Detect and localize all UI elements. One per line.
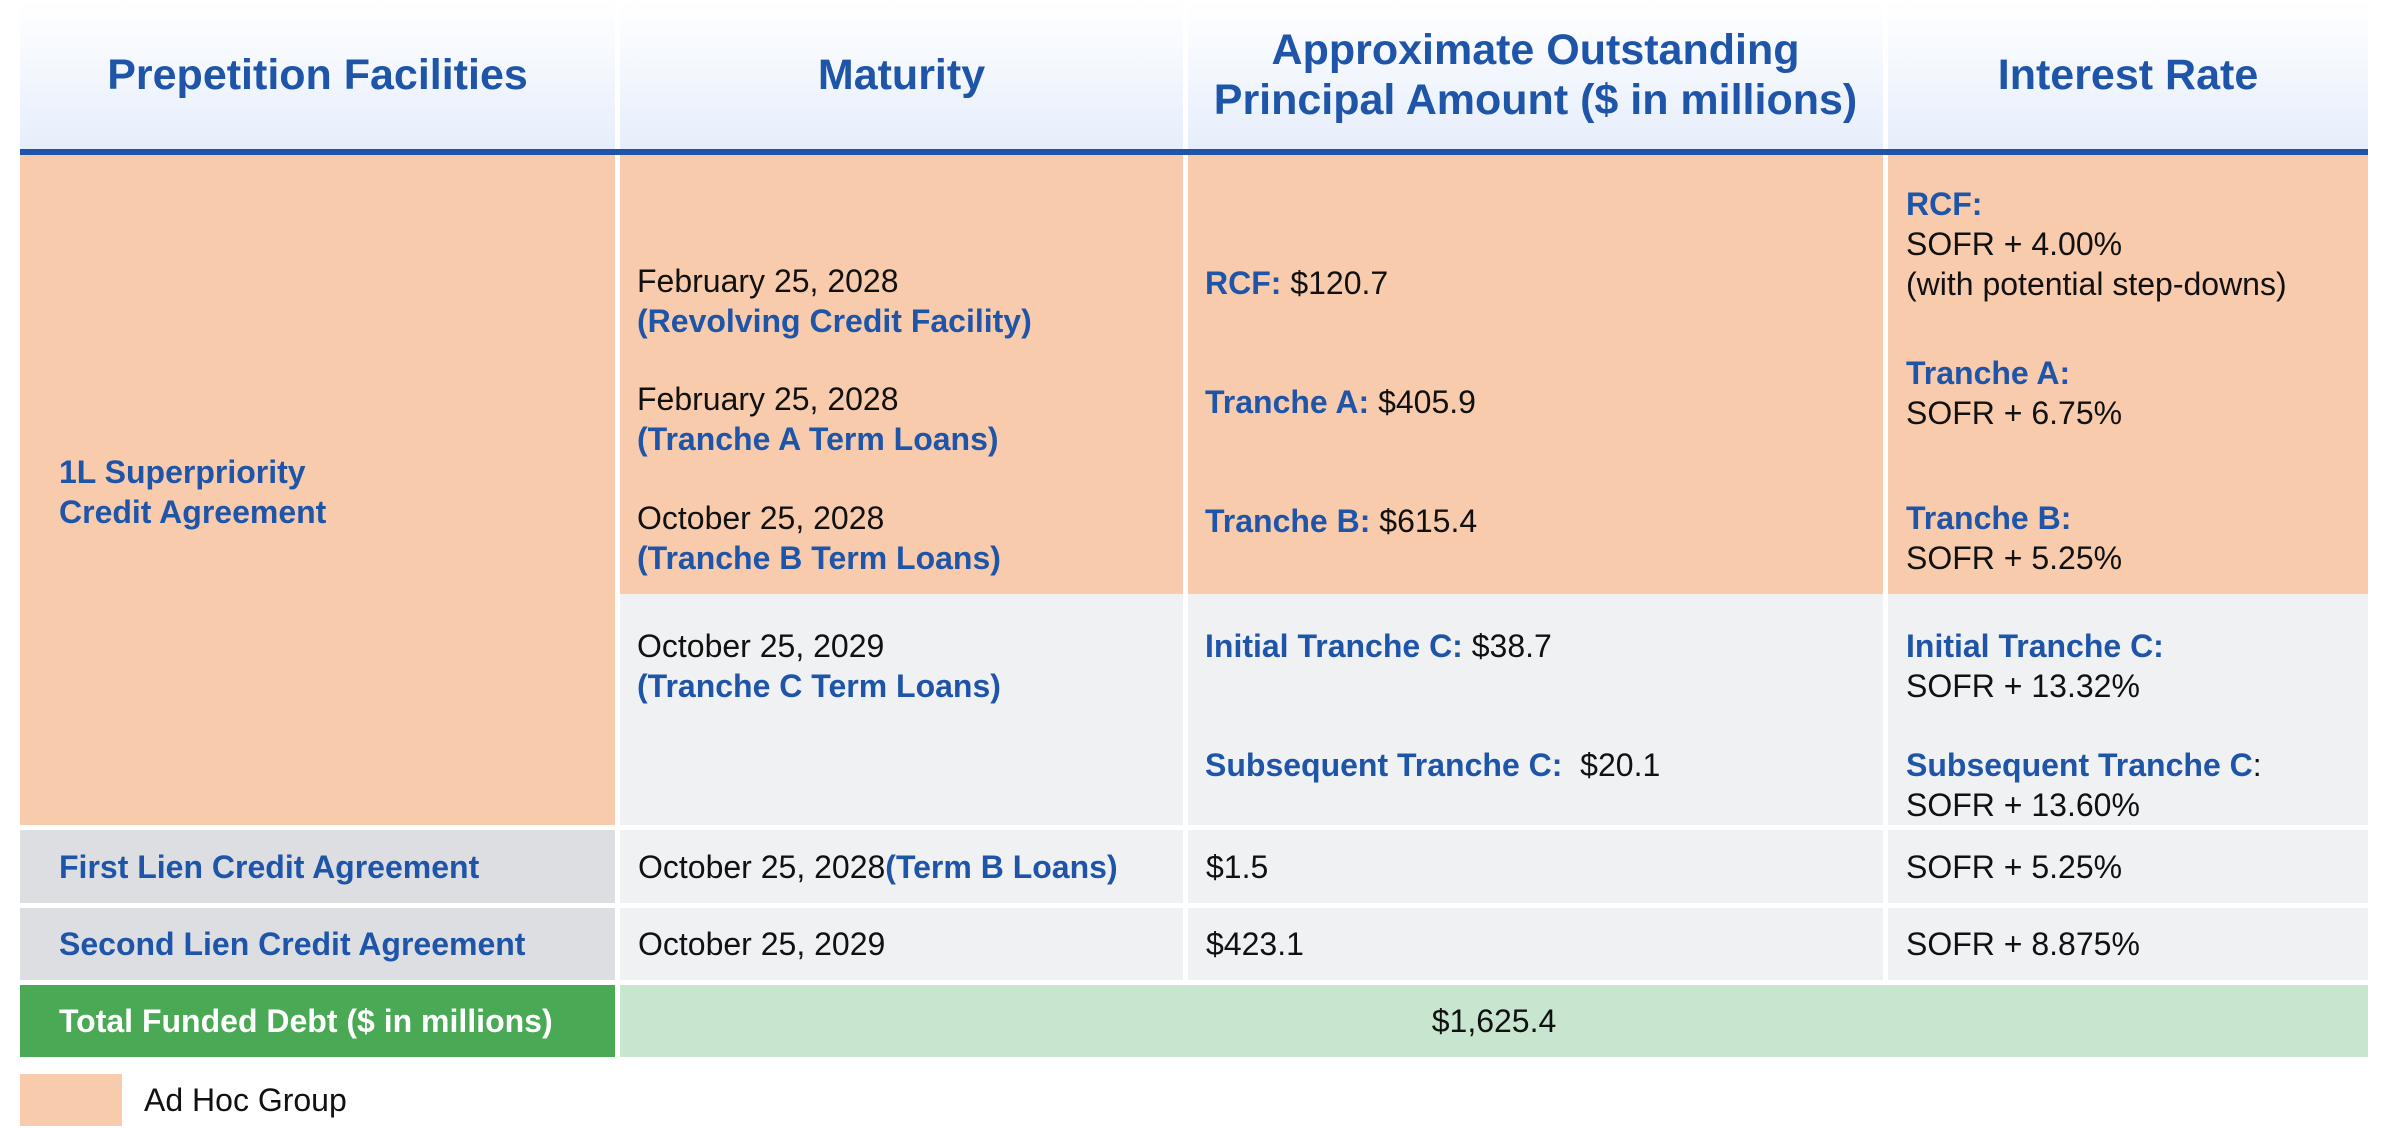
- legend-label: Ad Hoc Group: [144, 1082, 347, 1118]
- maturity-second-lien: October 25, 2029: [620, 908, 1183, 980]
- amount-tranche-b: Tranche B: $615.4: [1205, 503, 1478, 539]
- maturity-rcf: February 25, 2028 (Revolving Credit Faci…: [637, 263, 1032, 339]
- legend-swatch: [20, 1074, 122, 1126]
- amount-subsequent-tranche-c: Subsequent Tranche C: $20.1: [1205, 747, 1661, 783]
- maturity-first-lien: October 25, 2028 (Term B Loans): [620, 830, 1183, 903]
- facility-cell-1l: [20, 155, 615, 825]
- rate-initial-tranche-c: Initial Tranche C: SOFR + 13.32%: [1906, 628, 2164, 704]
- total-funded-debt-label: Total Funded Debt ($ in millions): [20, 985, 615, 1057]
- rate-rcf: RCF: SOFR + 4.00% (with potential step-d…: [1906, 186, 2287, 302]
- facility-1l-superpriority: 1L Superpriority Credit Agreement: [59, 454, 327, 530]
- amount-rcf: RCF: $120.7: [1205, 265, 1389, 301]
- rate-cell-adhoc: [1888, 155, 2368, 594]
- rate-tranche-a: Tranche A: SOFR + 6.75%: [1906, 355, 2123, 431]
- amount-second-lien: $423.1: [1188, 908, 1883, 980]
- maturity-cell-tranche-c: [620, 594, 1183, 825]
- maturity-tranche-a: February 25, 2028 (Tranche A Term Loans): [637, 381, 999, 457]
- header-maturity: Maturity: [620, 0, 1183, 149]
- total-funded-debt-value: $1,625.4: [620, 985, 2368, 1057]
- header-prepetition-facilities: Prepetition Facilities: [20, 0, 615, 149]
- rate-second-lien: SOFR + 8.875%: [1888, 908, 2368, 980]
- header-principal-amount: Approximate Outstanding Principal Amount…: [1188, 0, 1883, 149]
- header-divider: [20, 149, 2368, 155]
- maturity-tranche-b: October 25, 2028 (Tranche B Term Loans): [637, 500, 1001, 576]
- rate-subsequent-tranche-c: Subsequent Tranche C: SOFR + 13.60%: [1906, 747, 2262, 823]
- amount-initial-tranche-c: Initial Tranche C: $38.7: [1205, 628, 1552, 664]
- rate-tranche-b: Tranche B: SOFR + 5.25%: [1906, 500, 2123, 576]
- amount-first-lien: $1.5: [1188, 830, 1883, 903]
- amount-tranche-a: Tranche A: $405.9: [1205, 384, 1476, 420]
- rate-cell-tranche-c: [1888, 594, 2368, 825]
- facility-first-lien: First Lien Credit Agreement: [20, 830, 615, 903]
- amount-cell-tranche-c: [1188, 594, 1883, 825]
- maturity-tranche-c: October 25, 2029 (Tranche C Term Loans): [637, 628, 1001, 704]
- amount-cell-adhoc: [1188, 155, 1883, 594]
- rate-first-lien: SOFR + 5.25%: [1888, 830, 2368, 903]
- header-interest-rate: Interest Rate: [1888, 0, 2368, 149]
- facility-second-lien: Second Lien Credit Agreement: [20, 908, 615, 980]
- maturity-cell-adhoc: [620, 155, 1183, 594]
